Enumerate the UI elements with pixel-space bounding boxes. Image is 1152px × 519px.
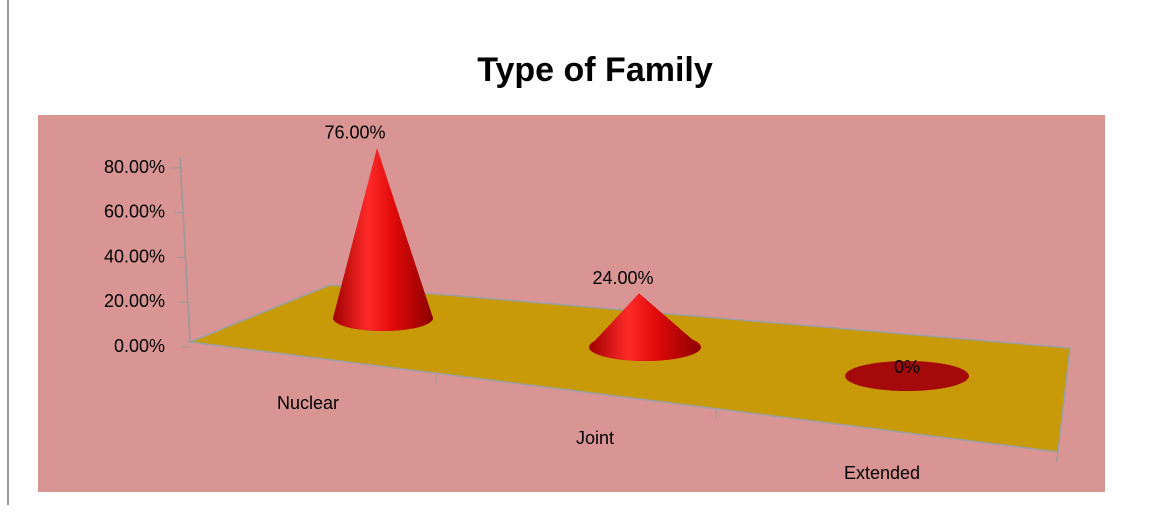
x-tick-label: Joint [576,428,614,448]
y-tick-label: 80.00% [104,157,165,177]
cone [845,361,969,391]
x-tick-label: Extended [844,463,920,483]
y-axis [179,156,191,343]
x-axis-tick [1055,451,1059,463]
value-label: 76.00% [324,123,385,143]
cone-body [333,147,433,331]
y-tick-label: 0.00% [114,336,165,356]
y-tick-label: 40.00% [104,246,165,266]
cone-body [589,293,701,361]
y-tick-label: 60.00% [104,202,165,222]
chart-title: Type of Family [477,51,713,89]
cone [589,293,701,361]
y-tick-label: 20.00% [104,291,165,311]
cone-base [845,361,969,391]
x-tick-label: Nuclear [277,393,339,413]
value-label: 0% [894,357,920,377]
cone [333,147,433,331]
value-label: 24.00% [592,268,653,288]
